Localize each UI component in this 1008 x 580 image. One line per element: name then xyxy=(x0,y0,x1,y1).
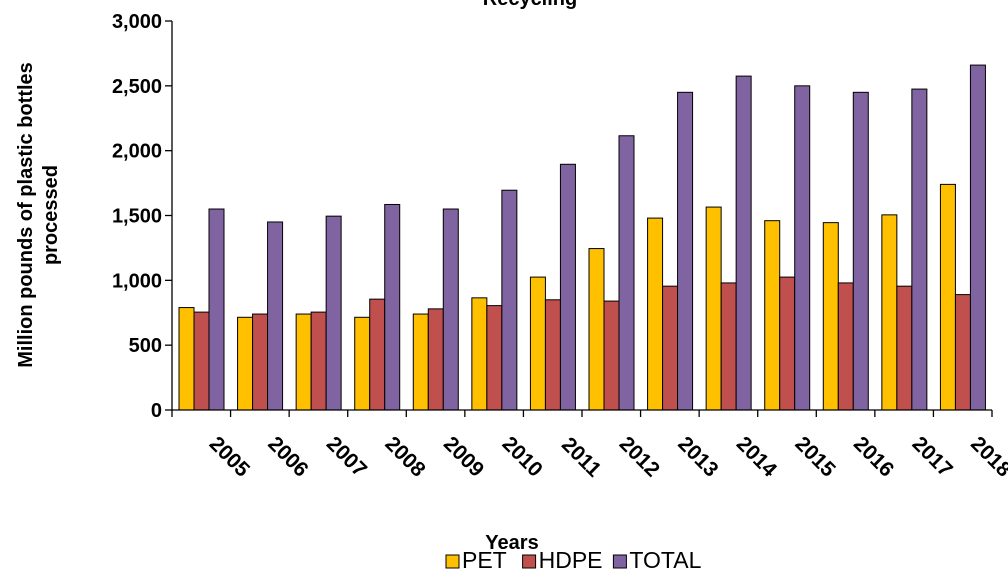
bar-total-2005 xyxy=(208,208,225,411)
bar-hdpe-2006 xyxy=(252,313,269,411)
y-tick-label: 1,000 xyxy=(112,270,162,292)
bar-pet-2009 xyxy=(412,313,429,411)
bar-pet-2005 xyxy=(178,307,195,411)
bar-total-2013 xyxy=(677,91,694,411)
legend-label-hdpe: HDPE xyxy=(539,547,603,573)
y-axis-title-line1: Million pounds of plastic bottles xyxy=(15,62,37,368)
bar-total-2014 xyxy=(735,75,752,411)
x-tick-label-2011: 2011 xyxy=(557,433,606,482)
bar-total-2006 xyxy=(267,221,284,411)
bar-pet-2008 xyxy=(354,316,371,411)
y-tick-label: 500 xyxy=(129,335,162,357)
bar-total-2018 xyxy=(969,64,986,411)
bar-pet-2014 xyxy=(705,206,722,411)
bar-hdpe-2010 xyxy=(486,305,503,411)
bar-hdpe-2008 xyxy=(369,298,386,411)
bar-pet-2017 xyxy=(881,214,898,411)
bar-hdpe-2009 xyxy=(427,308,444,411)
x-tick-label-2008: 2008 xyxy=(380,432,430,482)
bar-total-2012 xyxy=(618,135,635,411)
x-tick-label-2007: 2007 xyxy=(322,432,371,481)
y-tick-label: 1,500 xyxy=(112,206,162,228)
bar-total-2011 xyxy=(559,163,576,411)
x-tick-label-2010: 2010 xyxy=(498,432,547,481)
bar-total-2017 xyxy=(911,88,928,411)
bar-pet-2007 xyxy=(295,313,312,411)
bar-pet-2018 xyxy=(939,183,956,411)
bar-pet-2010 xyxy=(471,297,488,411)
bar-pet-2012 xyxy=(588,248,605,411)
legend: PET HDPE TOTAL xyxy=(445,547,702,573)
bar-total-2007 xyxy=(325,215,342,411)
bar-total-2009 xyxy=(442,208,459,411)
y-tick-label: 2,500 xyxy=(112,76,162,98)
x-axis-title: Years xyxy=(485,532,538,554)
x-tick-label-2018: 2018 xyxy=(966,432,1008,482)
bar-hdpe-2012 xyxy=(603,300,620,411)
chart-title: Recycling xyxy=(483,0,577,10)
bar-hdpe-2007 xyxy=(310,311,327,411)
bar-pet-2011 xyxy=(529,276,546,411)
bar-total-2010 xyxy=(501,189,518,411)
y-axis-title-line2: processed xyxy=(40,165,62,265)
bar-hdpe-2011 xyxy=(544,299,561,411)
x-tick-label-2012: 2012 xyxy=(615,432,664,481)
bar-hdpe-2016 xyxy=(837,282,854,411)
bar-hdpe-2005 xyxy=(193,311,210,411)
y-tick-label: 2,000 xyxy=(112,141,162,163)
x-tick-label-2017: 2017 xyxy=(908,432,957,481)
bar-hdpe-2018 xyxy=(954,294,971,411)
bar-hdpe-2015 xyxy=(779,276,796,411)
x-tick-label-2016: 2016 xyxy=(849,432,898,481)
x-tick-label-2005: 2005 xyxy=(205,432,255,482)
x-tick-label-2014: 2014 xyxy=(732,432,782,482)
x-tick-label-2009: 2009 xyxy=(439,432,488,481)
legend-label-total: TOTAL xyxy=(629,547,701,573)
legend-swatch-pet xyxy=(445,554,460,569)
y-axis-title-group: Million pounds of plastic bottles proces… xyxy=(15,62,62,368)
x-tick-label-2015: 2015 xyxy=(790,432,840,482)
bar-pet-2013 xyxy=(647,217,664,411)
bar-total-2015 xyxy=(794,85,811,411)
bar-total-2016 xyxy=(852,91,869,411)
bar-hdpe-2013 xyxy=(662,285,679,411)
legend-label-pet: PET xyxy=(462,547,507,573)
bar-hdpe-2017 xyxy=(896,285,913,411)
y-tick-label: 0 xyxy=(151,400,162,422)
bar-total-2008 xyxy=(384,203,401,411)
y-tick-label: 3,000 xyxy=(112,11,162,33)
bar-pet-2015 xyxy=(764,220,781,411)
bar-hdpe-2014 xyxy=(720,282,737,411)
legend-swatch-total xyxy=(612,554,627,569)
x-tick-label-2006: 2006 xyxy=(263,432,312,481)
x-tick-label-2013: 2013 xyxy=(673,432,722,481)
bar-pet-2016 xyxy=(822,222,839,411)
bar-pet-2006 xyxy=(237,316,254,411)
legend-swatch-hdpe xyxy=(522,554,537,569)
